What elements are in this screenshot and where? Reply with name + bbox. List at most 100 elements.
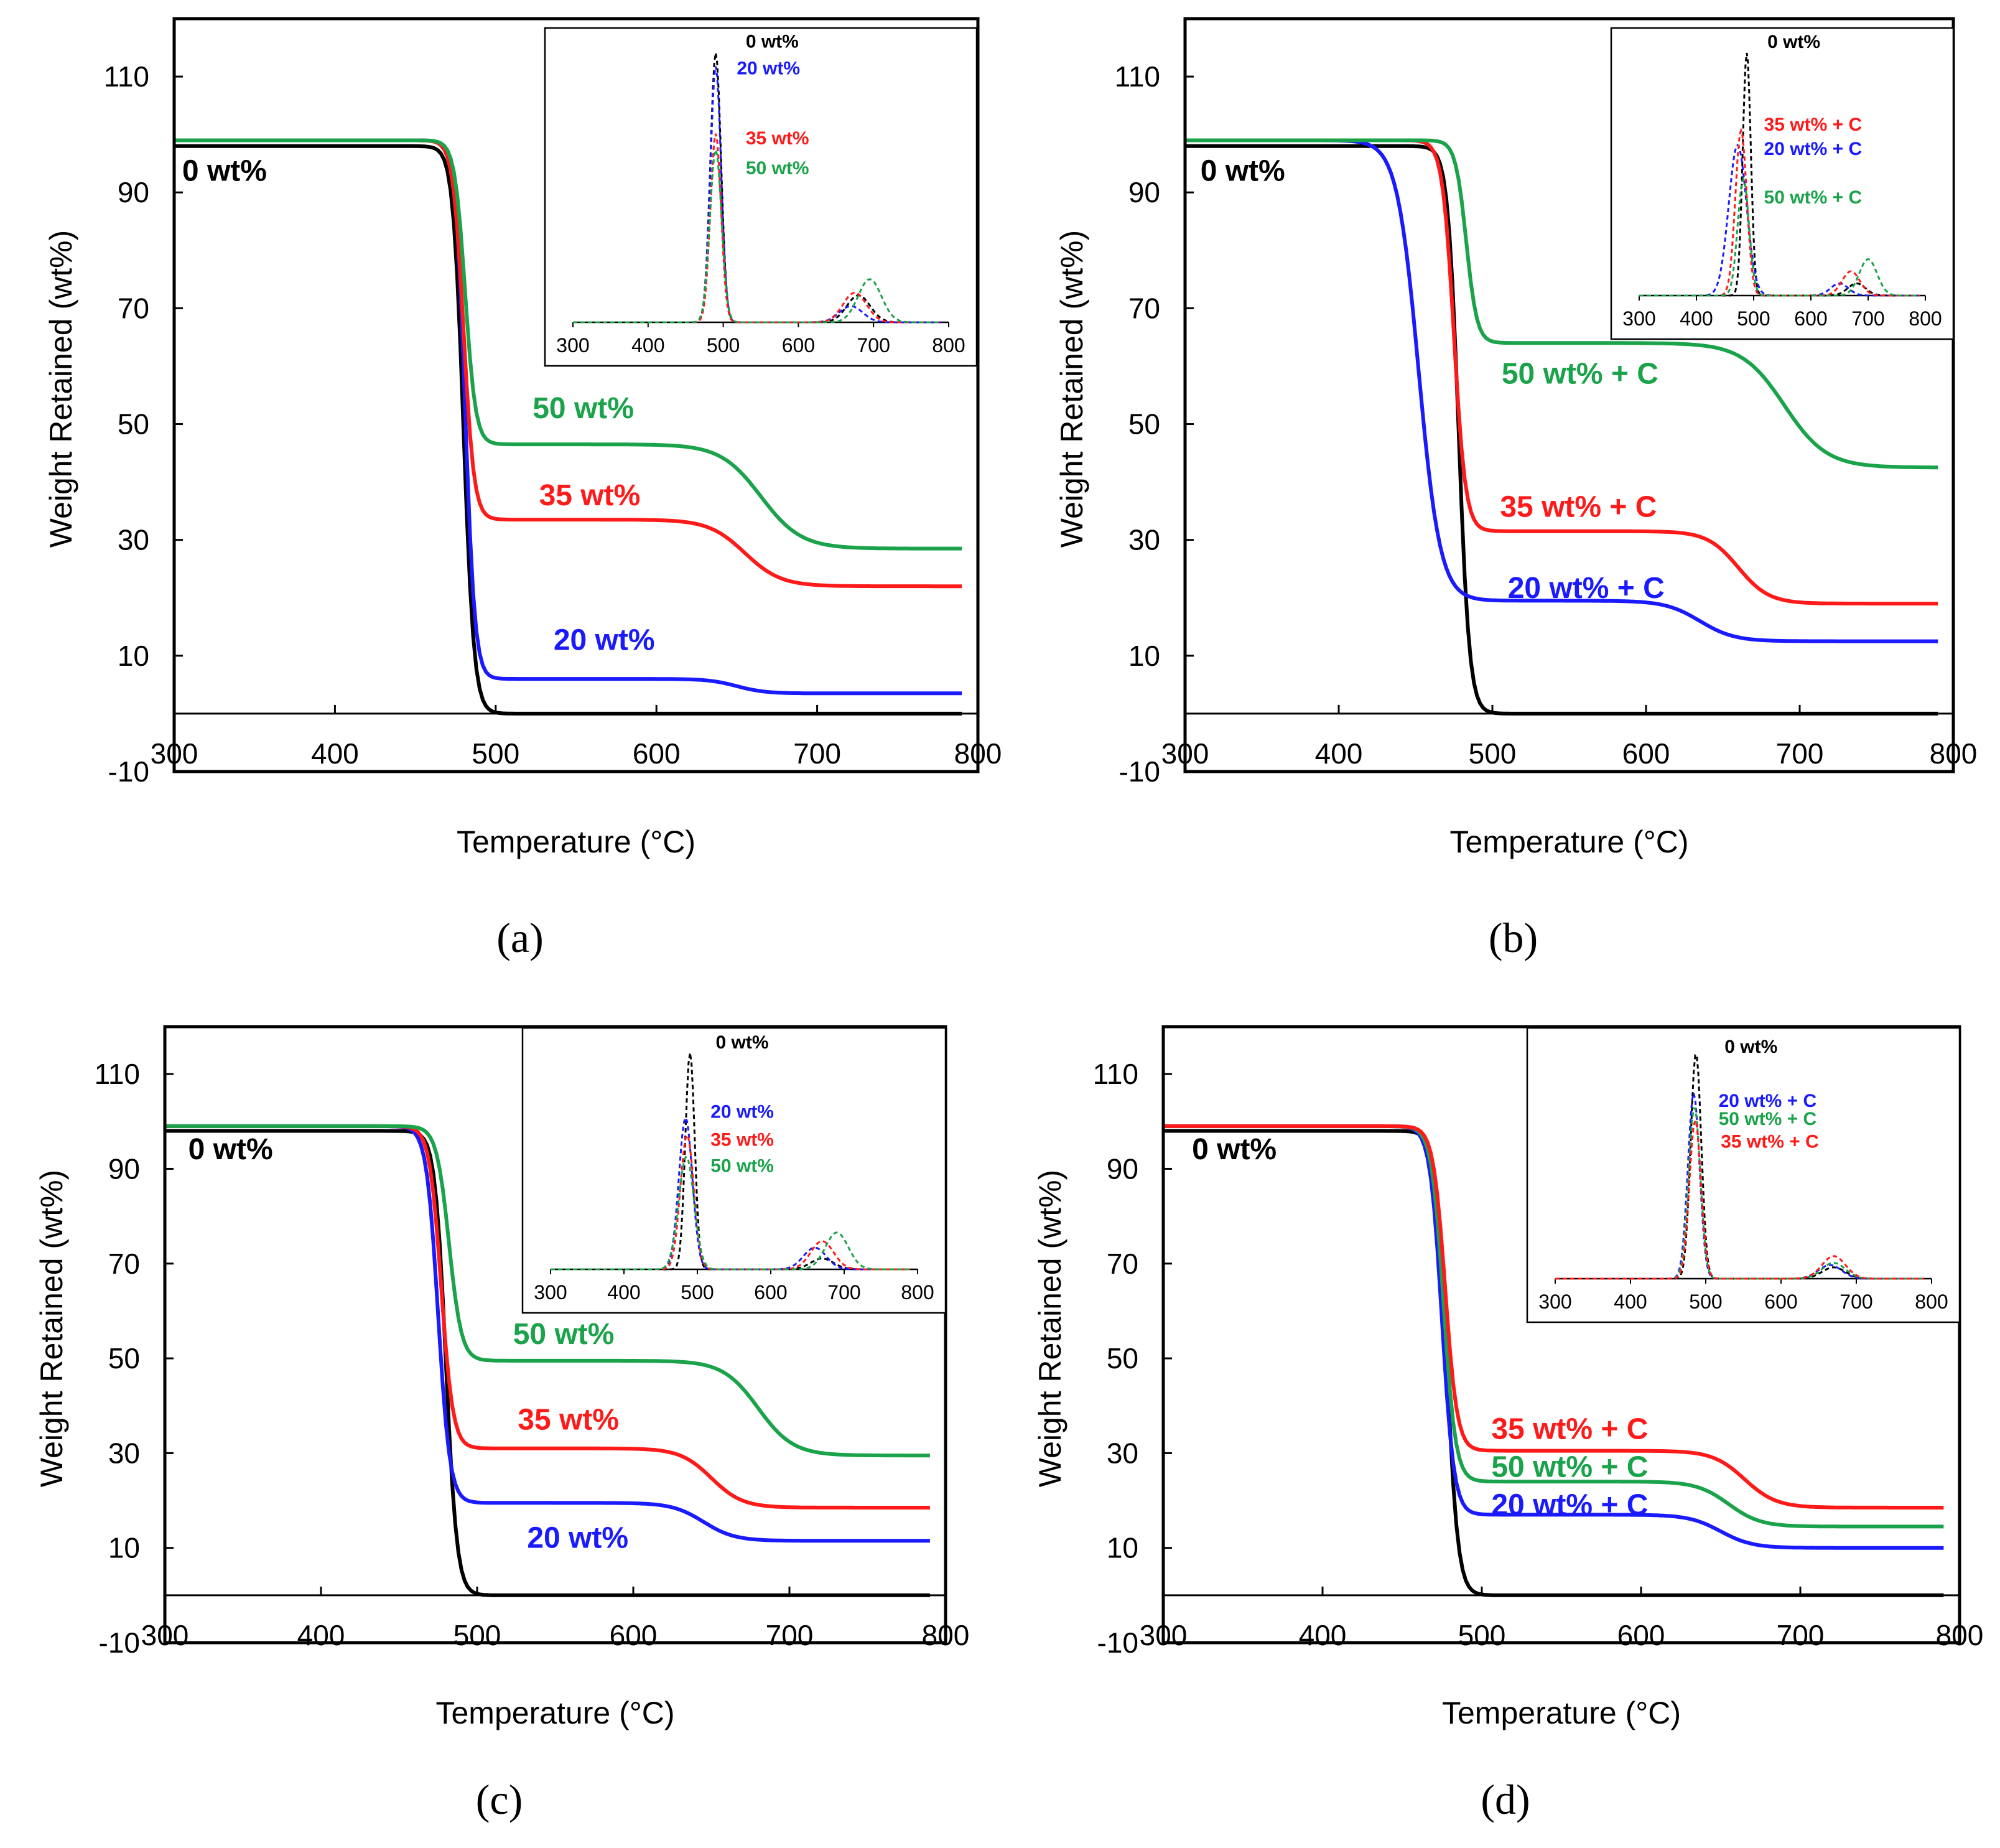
- inset-x-tick-label: 700: [1851, 307, 1884, 330]
- y-tick-label: 10: [1107, 1532, 1138, 1564]
- series-label-50: 50 wt% + C: [1502, 357, 1658, 390]
- x-tick-label: 700: [1776, 737, 1824, 770]
- y-tick-label: 50: [1107, 1342, 1138, 1374]
- y-tick-label: 70: [1107, 1248, 1138, 1280]
- inset-label-20: 20 wt% + C: [1764, 139, 1863, 159]
- x-axis-title: Temperature (°C): [436, 1696, 675, 1730]
- inset-x-tick-label: 600: [1794, 307, 1827, 330]
- inset-peak-50: [1639, 177, 1920, 297]
- y-tick-label: 70: [118, 292, 149, 324]
- inset-x-tick-label: 700: [827, 1281, 860, 1304]
- inset-label-0: 0 wt%: [716, 1032, 769, 1053]
- x-tick-label: 600: [610, 1619, 658, 1651]
- inset-peak-50: [573, 146, 941, 324]
- y-axis-title: Weight Retained (wt%): [1054, 230, 1089, 548]
- y-tick-label: 90: [1107, 1152, 1138, 1185]
- plot-frame: [1161, 1025, 1961, 1645]
- dtg-inset: 300 400 500 600 700 800 0 wt% 20 wt% + C50 wt% …: [1526, 1027, 1961, 1323]
- x-tick-label: 700: [793, 737, 841, 770]
- y-tick-label: 110: [104, 60, 149, 93]
- inset-frame: [521, 1027, 947, 1314]
- y-tick-label: 110: [1093, 1058, 1138, 1090]
- y-tick-label: 70: [1128, 292, 1160, 324]
- y-tick-label: -10: [1097, 1626, 1138, 1659]
- x-tick-label: 500: [472, 737, 519, 770]
- y-tick-label: -10: [99, 1626, 140, 1659]
- series-line-50: [174, 138, 962, 551]
- x-tick-label: 600: [1617, 1619, 1665, 1651]
- x-tick-label: 400: [1315, 737, 1363, 770]
- x-tick-label: 400: [1299, 1619, 1347, 1651]
- inset-x-tick-label: 300: [556, 334, 589, 357]
- inset-label-35: 35 wt% + C: [1721, 1131, 1819, 1152]
- panel-caption: (a): [496, 914, 543, 961]
- y-tick-label: 90: [1128, 176, 1160, 208]
- inset-x-tick-label: 300: [534, 1281, 567, 1304]
- inset-x-tick-label: 300: [1538, 1290, 1571, 1313]
- inset-label-20: 20 wt%: [710, 1101, 774, 1122]
- series-line-35: [1163, 1124, 1944, 1510]
- y-tick-label: -10: [1119, 755, 1160, 788]
- x-tick-label: 400: [311, 737, 359, 770]
- inset-label-50: 50 wt%: [710, 1155, 774, 1176]
- series-label-20: 20 wt%: [527, 1522, 628, 1555]
- y-axis-title: Weight Retained (wt%): [34, 1170, 69, 1487]
- inset-label-35: 35 wt%: [746, 128, 809, 149]
- y-tick-label: 10: [118, 640, 149, 672]
- inset-x-tick-label: 800: [1909, 307, 1942, 330]
- x-tick-label: 600: [633, 737, 681, 770]
- inset-peak-35: [1555, 1117, 1924, 1280]
- inset-x-tick-label: 700: [1840, 1290, 1872, 1313]
- x-tick-label: 800: [1930, 737, 1978, 770]
- inset-peak-50: [551, 1156, 911, 1271]
- inset-frame: [1610, 27, 1955, 340]
- inset-x-tick-label: 500: [1689, 1290, 1722, 1313]
- x-tick-label: 600: [1622, 737, 1670, 770]
- inset-x-tick-label: 600: [782, 334, 815, 357]
- y-tick-label: 110: [95, 1058, 140, 1090]
- inset-frame: [1526, 1027, 1961, 1323]
- inset-x-tick-label: 300: [1622, 307, 1655, 330]
- x-tick-label: 300: [1140, 1619, 1188, 1651]
- series-line-50: [165, 1124, 930, 1458]
- series-label-35: 35 wt%: [518, 1403, 619, 1436]
- inset-x-tick-label: 800: [901, 1281, 934, 1304]
- series-label-20: 20 wt% + C: [1491, 1488, 1648, 1521]
- series-label-35: 35 wt%: [539, 479, 641, 512]
- inset-x-tick-label: 400: [1680, 307, 1713, 330]
- plot-frame: [163, 1025, 947, 1645]
- inset-x-tick-label: 700: [857, 334, 890, 357]
- series-label-0: 0 wt%: [188, 1133, 273, 1166]
- y-tick-label: 90: [118, 176, 149, 208]
- series-label-0: 0 wt%: [182, 155, 267, 188]
- y-tick-label: 30: [1128, 524, 1160, 556]
- series-line-50: [1185, 138, 1938, 470]
- series-label-20: 20 wt% + C: [1508, 572, 1665, 605]
- series-label-35: 35 wt% + C: [1491, 1413, 1648, 1446]
- inset-label-20: 20 wt% + C: [1719, 1091, 1817, 1111]
- inset-x-tick-label: 400: [607, 1281, 640, 1304]
- inset-label-0: 0 wt%: [1724, 1037, 1777, 1057]
- series-label-20: 20 wt%: [554, 624, 655, 657]
- y-tick-label: 50: [118, 408, 149, 441]
- inset-x-tick-label: 600: [1764, 1290, 1797, 1313]
- inset-label-20: 20 wt%: [737, 58, 800, 79]
- x-axis-title: Temperature (°C): [1442, 1696, 1681, 1730]
- x-tick-label: 300: [151, 737, 198, 770]
- y-tick-label: 90: [108, 1152, 140, 1185]
- y-tick-label: 50: [1128, 408, 1160, 441]
- inset-label-35: 35 wt% + C: [1764, 114, 1863, 135]
- dtg-inset: 300 400 500 600 700 800 0 wt% 20 wt% 35 wt% 50 wt…: [521, 1027, 947, 1314]
- series-label-50: 50 wt%: [533, 392, 634, 425]
- x-tick-label: 700: [766, 1619, 814, 1651]
- chart-panel-c: -10 10 30 50 70 90 110 300 400 500 600 700 800 Temper…: [34, 1025, 970, 1823]
- inset-x-tick-label: 500: [1737, 307, 1770, 330]
- series-label-50: 50 wt%: [513, 1318, 615, 1351]
- inset-label-50: 50 wt%: [746, 158, 809, 179]
- dtg-inset: 300 400 500 600 700 800 0 wt% 20 wt% 35 wt% 50 wt…: [544, 27, 978, 367]
- dtg-inset: 300 400 500 600 700 800 0 wt% 35 wt% + C 20 wt% …: [1610, 27, 1955, 340]
- y-tick-label: 30: [1107, 1437, 1138, 1469]
- inset-x-tick-label: 500: [707, 334, 740, 357]
- x-tick-label: 800: [922, 1619, 970, 1651]
- panel-caption: (c): [476, 1776, 523, 1823]
